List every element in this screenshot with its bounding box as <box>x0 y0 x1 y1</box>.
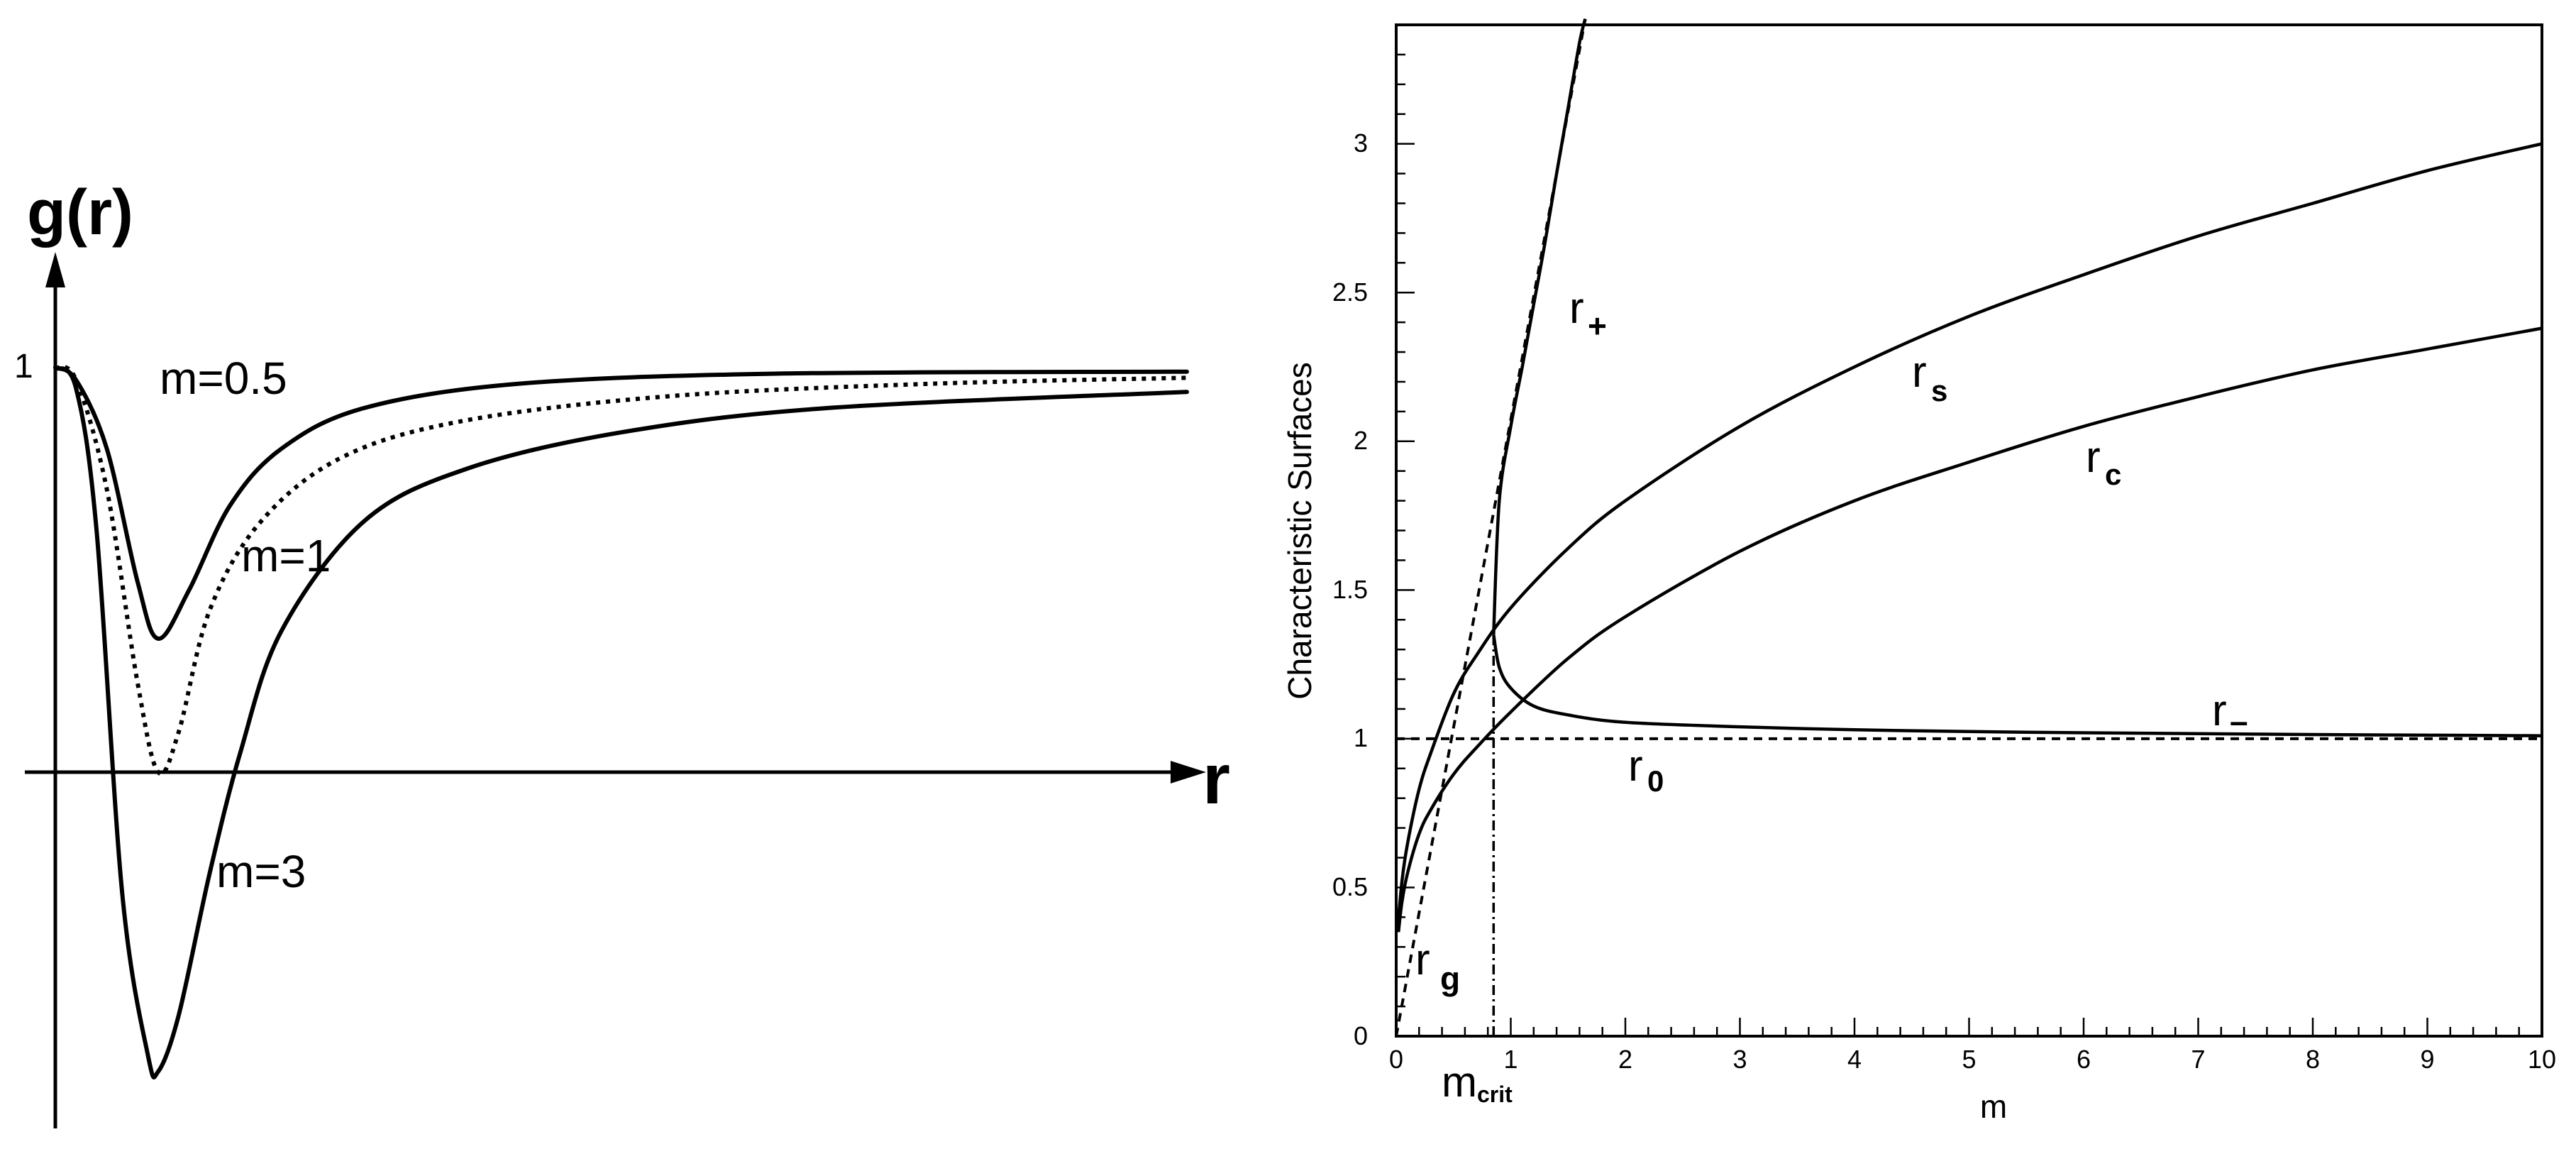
label-r0-main: r <box>1628 742 1643 791</box>
xtick-label-3: 3 <box>1732 1045 1747 1074</box>
xtick-label-6: 6 <box>2077 1045 2091 1074</box>
xtick-label-5: 5 <box>1962 1045 1976 1074</box>
ytick-label-2p5: 2.5 <box>1332 277 1368 307</box>
ytick-label-2: 2 <box>1354 426 1368 455</box>
right-y-tick-labels: 0 0.5 1 1.5 2 2.5 3 <box>1332 128 1368 1050</box>
curve-m3 <box>53 365 1189 1079</box>
label-rc: r c <box>2086 433 2121 491</box>
xtick-label-1: 1 <box>1503 1045 1518 1074</box>
curve-rplus <box>1492 18 1587 635</box>
label-rg-main: r <box>1415 935 1430 984</box>
label-rminus: r – <box>2212 686 2248 740</box>
label-m0p5: m=0.5 <box>160 353 287 404</box>
right-minor-ticks <box>1395 23 2543 1038</box>
left-y-axis-arrow <box>45 252 65 287</box>
label-rs: r s <box>1912 348 1947 407</box>
curve-rs <box>1395 142 2543 933</box>
label-rplus-sub: + <box>1588 307 1607 344</box>
curve-m0p5 <box>53 365 1189 641</box>
label-rc-sub: c <box>2105 458 2121 491</box>
label-rs-sub: s <box>1931 374 1947 407</box>
ytick-label-0p5: 0.5 <box>1332 872 1368 901</box>
right-x-axis-title: m <box>1980 1088 2007 1125</box>
xtick-label-9: 9 <box>2420 1045 2434 1074</box>
xtick-label-0: 0 <box>1389 1045 1403 1074</box>
label-mcrit-main: m <box>1442 1058 1477 1106</box>
xtick-label-2: 2 <box>1618 1045 1632 1074</box>
left-x-axis-arrow <box>1171 761 1206 784</box>
left-y-axis-title: g(r) <box>27 177 133 248</box>
label-rg: r g <box>1415 935 1460 997</box>
curve-rminus <box>1492 634 2543 737</box>
right-x-tick-labels: 0 1 2 3 4 5 6 7 8 9 10 <box>1389 1045 2556 1074</box>
ytick-label-1: 1 <box>1354 723 1368 752</box>
label-mcrit: m crit <box>1442 1058 1513 1107</box>
xtick-label-4: 4 <box>1847 1045 1862 1074</box>
right-plot-frame <box>1395 23 2543 1038</box>
curve-rg <box>1395 18 1587 1037</box>
label-rg-sub: g <box>1440 960 1460 997</box>
label-rplus: r + <box>1569 284 1607 344</box>
curve-rc <box>1396 326 2543 933</box>
label-r0-sub: 0 <box>1647 764 1664 798</box>
label-m3: m=3 <box>216 846 306 897</box>
xtick-label-10: 10 <box>2528 1045 2556 1074</box>
label-m1: m=1 <box>241 530 331 581</box>
label-rc-main: r <box>2086 433 2101 482</box>
left-x-axis-title: r <box>1203 740 1230 819</box>
label-mcrit-sub: crit <box>1477 1082 1513 1107</box>
left-ytick-1: 1 <box>14 348 33 385</box>
right-y-axis-title: Characteristic Surfaces <box>1281 362 1318 700</box>
ytick-label-0: 0 <box>1354 1021 1368 1050</box>
xtick-label-8: 8 <box>2306 1045 2320 1074</box>
label-rminus-sub: – <box>2230 703 2248 740</box>
right-panel: 0 1 2 3 4 5 6 7 8 9 10 0 0.5 1 1.5 2 2.5… <box>1281 18 2556 1125</box>
xtick-label-7: 7 <box>2191 1045 2205 1074</box>
label-rs-main: r <box>1912 348 1927 397</box>
label-r0: r 0 <box>1628 742 1664 798</box>
ytick-label-3: 3 <box>1354 128 1368 158</box>
curve-m1 <box>54 364 1188 776</box>
ytick-label-1p5: 1.5 <box>1332 575 1368 604</box>
left-panel: g(r) r 1 m=0.5 m=1 m=3 <box>14 177 1230 1128</box>
label-rplus-main: r <box>1569 284 1584 333</box>
label-rminus-main: r <box>2212 686 2227 735</box>
